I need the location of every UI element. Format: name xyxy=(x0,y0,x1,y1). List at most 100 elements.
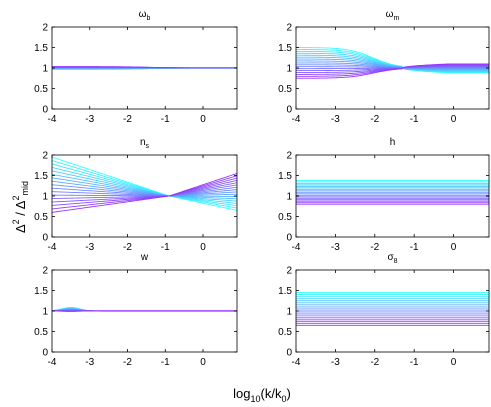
x-tick-label: -4 xyxy=(48,357,57,368)
subplot-1: -4 -3 -2 -1 0 0 0.5 1 1.5 2 ωb xyxy=(34,9,238,125)
x-tick-label: -2 xyxy=(370,114,379,125)
x-tick-label: -1 xyxy=(161,242,170,253)
series-line xyxy=(52,186,237,197)
y-tick-label: 1.5 xyxy=(34,171,48,182)
y-tick-label: 0.5 xyxy=(278,84,292,95)
x-tick-label: -3 xyxy=(331,242,340,253)
x-tick-label: -4 xyxy=(292,114,301,125)
y-tick-label: 1 xyxy=(286,307,292,318)
series-line xyxy=(52,170,237,202)
x-tick-label: -1 xyxy=(410,114,419,125)
y-tick-label: 2 xyxy=(42,23,48,34)
subplot-5: -4 -3 -2 -1 0 0 0.5 1 1.5 2 w xyxy=(34,252,238,368)
series-line xyxy=(52,156,237,211)
y-tick-label: 2 xyxy=(42,151,48,162)
subplot-title: ns xyxy=(140,137,150,150)
y-tick-label: 2 xyxy=(286,151,292,162)
x-tick-label: -4 xyxy=(292,357,301,368)
subplot-title: ωm xyxy=(386,9,400,22)
y-tick-label: 0.5 xyxy=(34,84,48,95)
y-tick-label: 1.5 xyxy=(278,171,292,182)
series-line xyxy=(52,173,237,213)
title-sub: 8 xyxy=(394,258,398,265)
x-tick-label: -3 xyxy=(85,114,94,125)
series-line xyxy=(52,184,237,197)
y-tick-label: 0 xyxy=(286,233,292,244)
curves xyxy=(52,307,237,312)
title-main: w xyxy=(140,252,149,263)
x-tick-label: -2 xyxy=(370,242,379,253)
series-line xyxy=(52,177,237,206)
x-tick-label: 0 xyxy=(200,114,206,125)
axes-box xyxy=(295,154,490,238)
y-tick-label: 0.5 xyxy=(278,327,292,338)
x-tick-label: -4 xyxy=(48,242,57,253)
series-line xyxy=(52,182,237,200)
y-tick-label: 1 xyxy=(42,307,48,318)
ylabel-sep: / Δ xyxy=(13,200,28,219)
x-tick-label: 0 xyxy=(451,242,457,253)
y-tick-label: 0.5 xyxy=(34,212,48,223)
series-line xyxy=(52,173,237,200)
x-tick-label: -3 xyxy=(85,357,94,368)
y-tick-label: 1 xyxy=(286,64,292,75)
subplot-4: -4 -3 -2 -1 0 0 0.5 1 1.5 2 h xyxy=(278,137,490,253)
subplot-2: -4 -3 -2 -1 0 0 0.5 1 1.5 2 ωm xyxy=(278,9,490,125)
title-sub: m xyxy=(393,15,399,22)
series-line xyxy=(52,177,237,197)
xlabel-suffix: ) xyxy=(287,386,291,401)
series-line xyxy=(52,163,237,207)
y-tick-label: 2 xyxy=(286,23,292,34)
x-tick-label: -1 xyxy=(410,357,419,368)
series-line xyxy=(52,184,237,197)
x-tick-label: -3 xyxy=(85,242,94,253)
xlabel-prefix: log xyxy=(233,386,250,401)
curves xyxy=(296,179,489,205)
title-sub: s xyxy=(146,143,150,150)
y-tick-label: 0 xyxy=(42,233,48,244)
series-line xyxy=(52,66,237,69)
series-line xyxy=(52,179,237,203)
y-tick-label: 1 xyxy=(42,192,48,203)
ylabel-sup: 2 xyxy=(11,219,21,224)
x-tick-label: -2 xyxy=(123,114,132,125)
x-tick-label: -1 xyxy=(161,114,170,125)
x-tick-label: -3 xyxy=(331,114,340,125)
y-tick-label: 0 xyxy=(286,348,292,359)
curves xyxy=(296,292,489,326)
ylabel-sup2: 2 xyxy=(11,195,21,200)
subplot-title: w xyxy=(140,252,149,263)
x-tick-label: -1 xyxy=(161,357,170,368)
y-tick-label: 0.5 xyxy=(278,212,292,223)
curves xyxy=(296,47,489,79)
xlabel-sub2: 0 xyxy=(281,394,286,404)
subplot-6: -4 -3 -2 -1 0 0 0.5 1 1.5 2 σ8 xyxy=(278,252,490,368)
subplot-3: -4 -3 -2 -1 0 0 0.5 1 1.5 2 ns xyxy=(34,137,238,253)
y-tick-label: 0 xyxy=(286,105,292,116)
y-tick-label: 1.5 xyxy=(278,286,292,297)
x-tick-label: -2 xyxy=(370,357,379,368)
y-tick-label: 0 xyxy=(42,348,48,359)
curves xyxy=(52,156,237,213)
ylabel-main: Δ xyxy=(13,224,28,233)
xlabel-mid: (k/k xyxy=(261,386,282,401)
x-tick-label: -4 xyxy=(292,242,301,253)
series-line xyxy=(52,175,237,210)
y-tick-label: 1.5 xyxy=(34,286,48,297)
title-main: σ xyxy=(387,252,394,263)
y-tick-label: 0.5 xyxy=(34,327,48,338)
y-tick-label: 1.5 xyxy=(34,43,48,54)
x-tick-label: -3 xyxy=(331,357,340,368)
x-tick-label: 0 xyxy=(451,114,457,125)
series-line xyxy=(296,63,489,79)
ylabel-sub: mid xyxy=(20,181,30,196)
title-main: h xyxy=(390,137,396,148)
series-line xyxy=(52,166,237,204)
x-tick-label: 0 xyxy=(451,357,457,368)
x-tick-label: 0 xyxy=(200,242,206,253)
subplot-title: h xyxy=(390,137,396,148)
curves xyxy=(52,66,237,70)
x-tick-label: -2 xyxy=(123,357,132,368)
x-tick-label: 0 xyxy=(200,357,206,368)
